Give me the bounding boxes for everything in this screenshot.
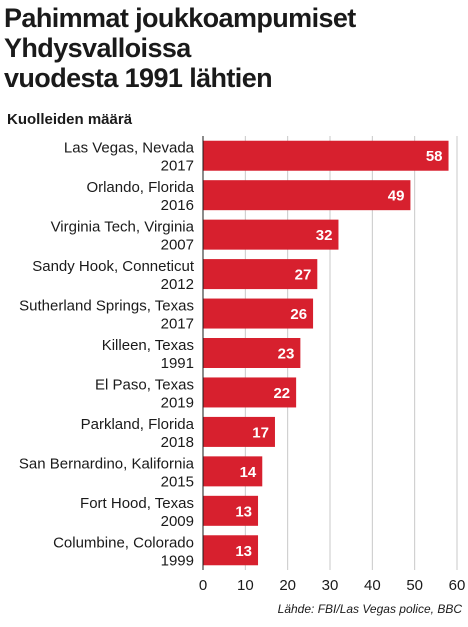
value-label-5: 23 xyxy=(278,346,295,363)
value-label-1: 49 xyxy=(388,188,405,205)
category-label-9-line-1: Fort Hood, Texas xyxy=(80,495,194,512)
bar-6 xyxy=(203,377,297,408)
x-tick-label-4: 40 xyxy=(364,577,381,594)
bar-0 xyxy=(203,140,449,171)
value-label-7: 17 xyxy=(252,424,269,441)
x-tick-label-5: 50 xyxy=(406,577,423,594)
x-tick-label-2: 20 xyxy=(279,577,296,594)
value-label-2: 32 xyxy=(316,227,333,244)
x-tick-label-0: 0 xyxy=(199,577,207,594)
bar-1 xyxy=(203,180,411,211)
chart-title-line-1: Pahimmat joukkoampumiset xyxy=(4,3,356,33)
category-label-5-line-2: 1991 xyxy=(161,355,194,372)
bar-2 xyxy=(203,219,339,250)
bar-7 xyxy=(203,416,275,447)
value-label-0: 58 xyxy=(426,148,443,165)
category-label-7-line-1: Parkland, Florida xyxy=(81,416,195,433)
x-tick-label-1: 10 xyxy=(237,577,254,594)
value-label-4: 26 xyxy=(290,306,307,323)
bar-3 xyxy=(203,259,318,290)
category-label-7-line-2: 2018 xyxy=(161,434,194,451)
value-label-9: 13 xyxy=(235,503,252,520)
category-label-6-line-2: 2019 xyxy=(161,394,194,411)
bar-8 xyxy=(203,456,263,487)
category-label-8-line-1: San Bernardino, Kalifornia xyxy=(19,455,195,472)
chart-title: Pahimmat joukkoampumiset Yhdysvalloissa … xyxy=(4,3,464,93)
category-label-10-line-1: Columbine, Colorado xyxy=(53,534,194,551)
category-label-0-line-1: Las Vegas, Nevada xyxy=(64,140,195,157)
value-label-6: 22 xyxy=(273,385,290,402)
bar-10 xyxy=(203,535,259,566)
bar-4 xyxy=(203,298,314,329)
bar-9 xyxy=(203,495,259,526)
category-label-4-line-2: 2017 xyxy=(161,316,194,333)
category-label-6-line-1: El Paso, Texas xyxy=(95,376,194,393)
category-label-4-line-1: Sutherland Springs, Texas xyxy=(19,298,194,315)
category-label-2-line-2: 2007 xyxy=(161,237,194,254)
chart-subtitle: Kuolleiden määrä xyxy=(7,111,133,128)
chart-title-line-3: vuodesta 1991 lähtien xyxy=(4,63,273,93)
category-label-9-line-2: 2009 xyxy=(161,513,194,530)
category-label-0-line-2: 2017 xyxy=(161,158,194,175)
value-label-3: 27 xyxy=(295,267,312,284)
category-label-2-line-1: Virginia Tech, Virginia xyxy=(51,219,195,236)
value-label-8: 14 xyxy=(240,464,257,481)
x-tick-label-6: 60 xyxy=(449,577,466,594)
category-label-5-line-1: Killeen, Texas xyxy=(102,337,194,354)
x-tick-label-3: 30 xyxy=(322,577,339,594)
source-note: Lähde: FBI/Las Vegas police, BBC xyxy=(277,602,462,616)
category-label-10-line-2: 1999 xyxy=(161,552,194,569)
category-label-8-line-2: 2015 xyxy=(161,473,194,490)
category-label-1-line-2: 2016 xyxy=(161,197,194,214)
value-label-10: 13 xyxy=(235,543,252,560)
category-label-3-line-2: 2012 xyxy=(161,276,194,293)
category-label-3-line-1: Sandy Hook, Conneticut xyxy=(32,258,195,275)
category-label-1-line-1: Orlando, Florida xyxy=(86,179,194,196)
bar-5 xyxy=(203,338,301,368)
chart-title-line-2: Yhdysvalloissa xyxy=(4,33,191,63)
